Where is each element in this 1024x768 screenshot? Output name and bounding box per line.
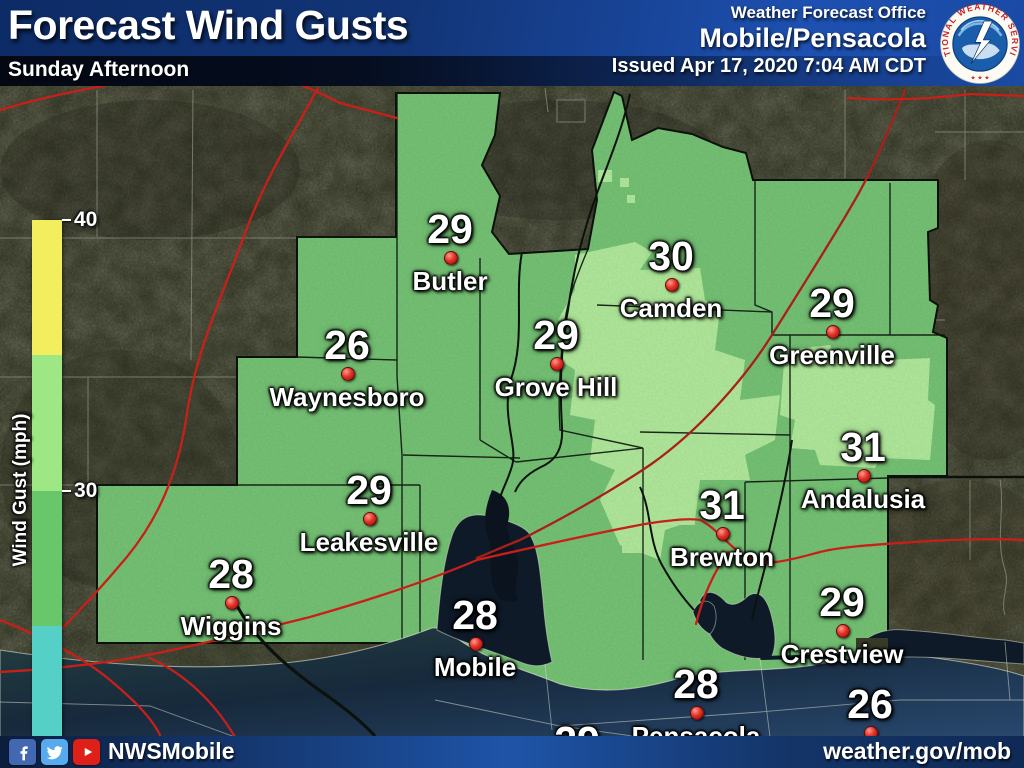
gust-value: 29 xyxy=(819,579,865,625)
facebook-icon[interactable] xyxy=(9,739,36,765)
city-label: Wiggins xyxy=(180,611,282,641)
gust-value: 26 xyxy=(847,681,893,727)
city-label: Grove Hill xyxy=(494,372,618,402)
city-dot xyxy=(363,512,377,526)
issued-timestamp: Issued Apr 17, 2020 7:04 AM CDT xyxy=(611,55,926,77)
rivers xyxy=(231,93,793,738)
gust-value: 29 xyxy=(809,280,855,326)
city-label: Crestview xyxy=(780,639,904,669)
legend-tick-label: 30 xyxy=(74,479,98,502)
gust-value: 28 xyxy=(673,661,719,707)
city-label: Brewton xyxy=(670,542,774,572)
gust-value: 31 xyxy=(840,424,886,470)
page-title: Forecast Wind Gusts xyxy=(8,2,409,48)
map-canvas xyxy=(0,71,1024,739)
nws-logo-icon: NATIONAL WEATHER SERVICE ★ ★ ★ xyxy=(939,3,1020,84)
city-label: Mobile xyxy=(433,652,517,682)
youtube-icon[interactable] xyxy=(73,739,100,765)
city-label: Greenville xyxy=(769,340,895,370)
city-dot xyxy=(444,251,458,265)
city-label: Butler xyxy=(412,266,488,296)
legend-segment-35-40 xyxy=(32,220,62,356)
website-url[interactable]: weather.gov/mob xyxy=(823,738,1011,764)
city-label: Andalusia xyxy=(800,484,926,514)
footer-bar: NWSMobile weather.gov/mob xyxy=(0,736,1024,768)
city-dot xyxy=(857,469,871,483)
city-dot xyxy=(690,706,704,720)
city-dot xyxy=(826,325,840,339)
forecast-map: 29 Butler 30 Camden 29 Greenville 26 Way… xyxy=(0,71,1024,768)
twitter-icon[interactable] xyxy=(41,739,68,765)
water-bodies xyxy=(0,490,1024,738)
city-label: Waynesboro xyxy=(269,382,425,412)
pensacola-bay xyxy=(699,592,776,659)
choctawhatchee-bay xyxy=(855,629,1024,665)
city-label: Camden xyxy=(619,293,723,323)
office-name-line2: Mobile/Pensacola xyxy=(699,23,926,53)
legend-tick-40 xyxy=(62,219,71,221)
city-dot xyxy=(341,367,355,381)
office-name-line1: Weather Forecast Office xyxy=(730,3,926,22)
header-banner: Forecast Wind Gusts Sunday Afternoon Wea… xyxy=(0,0,1024,86)
valid-time-label: Sunday Afternoon xyxy=(8,58,190,81)
legend-tick-30 xyxy=(62,490,71,492)
logo-stars: ★ ★ ★ xyxy=(970,74,989,81)
city-dot xyxy=(665,278,679,292)
gust-value: 29 xyxy=(346,467,392,513)
social-handle[interactable]: NWSMobile xyxy=(108,738,235,764)
gust-value: 31 xyxy=(699,482,745,528)
gust-value: 28 xyxy=(208,551,254,597)
santa-rosa-sound xyxy=(759,654,841,660)
city-label: Leakesville xyxy=(299,527,439,557)
legend-segment-30-35 xyxy=(32,355,62,491)
legend-segment-25-30 xyxy=(32,490,62,626)
interstate-10 xyxy=(475,518,1024,564)
legend-axis-label: Wind Gust (mph) xyxy=(10,413,31,567)
city-dot xyxy=(469,637,483,651)
wind-gust-legend: 40 30 20 Wind Gust (mph) xyxy=(10,208,97,768)
legend-tick-label: 40 xyxy=(74,208,98,231)
gust-value: 26 xyxy=(324,322,370,368)
gust-value: 29 xyxy=(427,206,473,252)
city-dot xyxy=(550,357,564,371)
office-block: Weather Forecast Office Mobile/Pensacola… xyxy=(612,3,926,80)
city-dot xyxy=(836,624,850,638)
gust-value: 29 xyxy=(533,312,579,358)
destin-spit xyxy=(856,638,888,652)
mobile-river-delta xyxy=(485,490,519,602)
interstate-65 xyxy=(475,88,907,560)
city-dot xyxy=(225,596,239,610)
gust-value: 28 xyxy=(452,592,498,638)
city-dot xyxy=(716,527,730,541)
header-substrip xyxy=(0,56,1024,86)
gust-value: 30 xyxy=(648,233,694,279)
